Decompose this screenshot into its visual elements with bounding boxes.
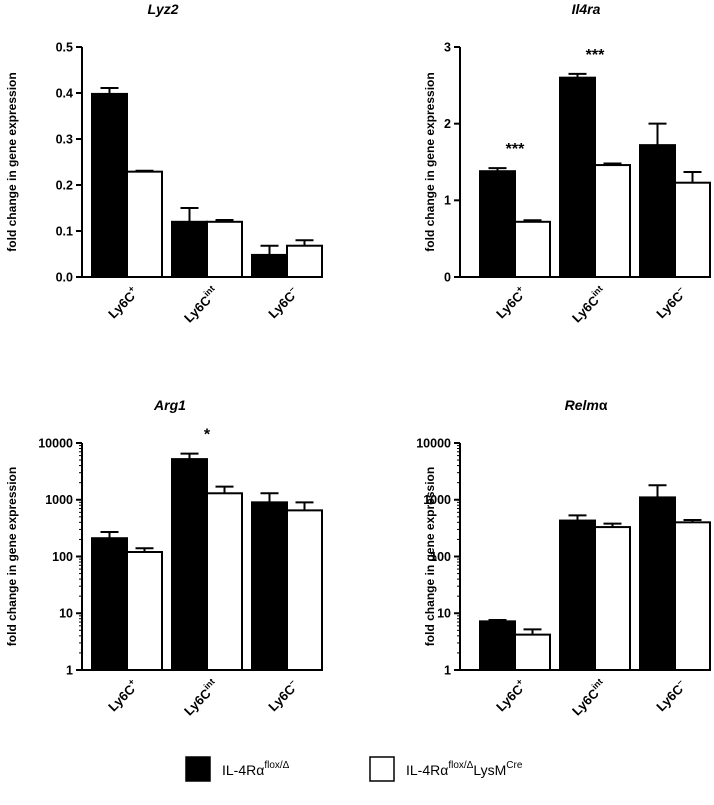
bar-series-1-2 (559, 76, 596, 278)
chart-title: Lyz2 (147, 1, 178, 17)
bar-series-1-1 (479, 620, 516, 671)
x-tick-label: Ly6C– (652, 284, 690, 322)
x-tick-label: Ly6C+ (104, 677, 142, 715)
legend-swatch-series-1 (185, 756, 211, 782)
bar-series-1-3 (639, 496, 676, 671)
bar-series-2-3 (286, 509, 323, 671)
panel-1: Lyz2 fold change in gene expression 0.0 0.1… (5, 1, 323, 326)
bar-series-2-3 (674, 181, 711, 278)
chart-title: Relmα (565, 397, 608, 413)
legend: IL-4Rαflox/Δ IL-4Rαflox/ΔLysMCre (185, 756, 523, 782)
y-tick-label: 2 (444, 117, 451, 131)
bar-series-2-2 (206, 220, 243, 279)
y-axis-label: fold change in gene expression (5, 467, 19, 646)
significance-annotation: *** (506, 141, 525, 158)
significance-annotation: *** (586, 47, 605, 64)
bar-series-1-3 (639, 144, 676, 278)
y-tick-label: 3 (444, 40, 451, 54)
significance-annotation: * (204, 427, 211, 444)
y-tick-label: 10 (437, 607, 451, 621)
y-tick-label: 1000 (423, 493, 451, 507)
x-tick-label: Ly6C– (652, 677, 690, 715)
y-tick-label: 1 (444, 663, 451, 677)
y-tick-label: 0.3 (56, 132, 73, 146)
x-tick-label: Ly6Cint (180, 284, 222, 326)
bar-series-1-2 (559, 519, 596, 671)
x-tick-label: Ly6C– (264, 677, 302, 715)
x-tick-label: Ly6C+ (492, 284, 530, 322)
bar-series-2-1 (126, 170, 163, 278)
y-axis-label: fold change in gene expression (5, 72, 19, 251)
y-tick-label: 1 (444, 194, 451, 208)
y-tick-label: 100 (52, 550, 73, 564)
bar-series-1-1 (479, 170, 516, 278)
y-tick-label: 10000 (416, 436, 451, 450)
legend-swatch-series-2 (369, 756, 395, 782)
y-tick-label: 10000 (38, 436, 73, 450)
bar-series-1-3 (251, 501, 288, 671)
bar-series-2-1 (514, 220, 551, 279)
bar-series-1-3 (251, 253, 288, 278)
bar-series-1-1 (91, 92, 128, 278)
bar-series-2-3 (674, 521, 711, 671)
legend-label-series-2: IL-4Rαflox/ΔLysMCre (406, 760, 523, 778)
bar-series-2-3 (286, 244, 323, 279)
y-tick-label: 0.0 (56, 270, 73, 284)
bar-series-2-2 (594, 526, 631, 671)
x-tick-label: Ly6Cint (180, 677, 222, 719)
bar-series-2-1 (514, 633, 551, 672)
x-tick-label: Ly6C– (264, 284, 302, 322)
y-tick-label: 100 (430, 550, 451, 564)
bar-series-1-2 (171, 458, 208, 672)
y-tick-label: 0.1 (56, 224, 73, 238)
bar-series-1-1 (91, 537, 128, 671)
bar-series-2-2 (594, 164, 631, 278)
x-tick-label: Ly6C+ (492, 677, 530, 715)
y-tick-label: 0.4 (56, 86, 73, 100)
panel-3: Arg1 fold change in gene expression 1 10 100… (5, 397, 323, 719)
legend-label-series-1: IL-4Rαflox/Δ (222, 760, 290, 778)
y-tick-label: 0.5 (56, 40, 73, 54)
y-tick-label: 0 (444, 270, 451, 284)
y-tick-label: 10 (59, 607, 73, 621)
chart-title: Il4ra (572, 1, 601, 17)
x-tick-label: Ly6Cint (568, 677, 610, 719)
chart-panels: Lyz2 fold change in gene expression 0.0 0.1… (5, 1, 711, 719)
y-axis-label: fold change in gene expression (423, 72, 437, 251)
y-tick-label: 0.2 (56, 178, 73, 192)
bar-series-2-1 (126, 551, 163, 672)
y-tick-label: 1000 (45, 493, 73, 507)
x-tick-label: Ly6Cint (568, 284, 610, 326)
panel-2: Il4ra fold change in gene expression 0 1 2 3 L… (423, 1, 711, 326)
chart-title: Arg1 (153, 397, 186, 413)
bar-series-2-2 (206, 492, 243, 671)
y-axis-label: fold change in gene expression (423, 467, 437, 646)
y-tick-label: 1 (66, 663, 73, 677)
panel-4: Relmα fold change in gene expression 1 10 10… (416, 397, 711, 719)
x-tick-label: Ly6C+ (104, 284, 142, 322)
bar-series-1-2 (171, 220, 208, 279)
